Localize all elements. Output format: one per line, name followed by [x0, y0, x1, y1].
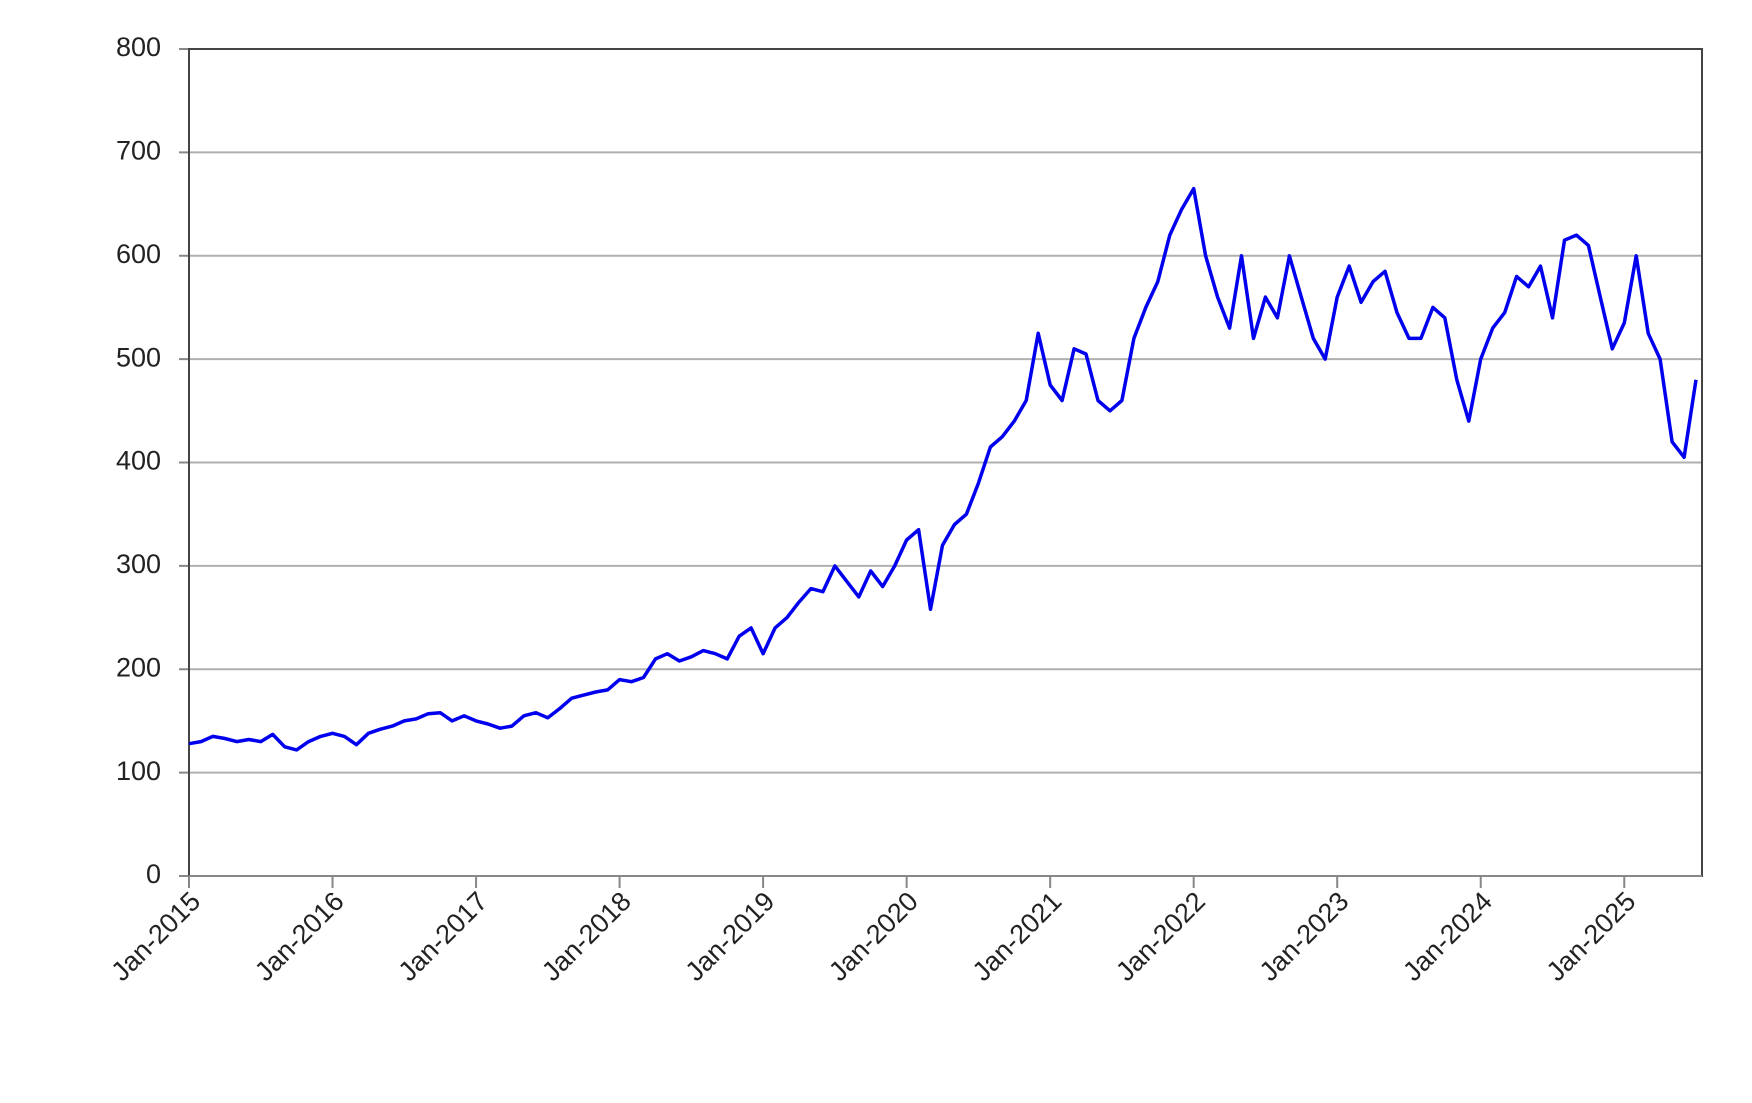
x-tick-label: Jan-2015 — [105, 886, 206, 987]
y-tick-label: 300 — [116, 549, 161, 579]
y-tick-label: 200 — [116, 652, 161, 682]
y-tick-label: 700 — [116, 136, 161, 166]
x-tick-label: Jan-2020 — [823, 886, 924, 987]
x-tick-label: Jan-2019 — [680, 886, 781, 987]
x-tick-label: Jan-2023 — [1254, 886, 1355, 987]
y-tick-label: 600 — [116, 239, 161, 269]
x-tick-label: Jan-2016 — [249, 886, 350, 987]
y-tick-label: 800 — [116, 32, 161, 62]
x-tick-label: Jan-2024 — [1397, 886, 1498, 987]
x-tick-label: Jan-2025 — [1541, 886, 1642, 987]
y-tick-label: 100 — [116, 756, 161, 786]
y-tick-label: 400 — [116, 446, 161, 476]
x-tick-label: Jan-2017 — [393, 886, 494, 987]
price-line — [188, 186, 1698, 752]
x-tick-label: Jan-2018 — [536, 886, 637, 987]
y-tick-label: 500 — [116, 342, 161, 372]
x-tick-label: Jan-2022 — [1110, 886, 1211, 987]
x-tick-label: Jan-2021 — [967, 886, 1068, 987]
y-tick-label: 0 — [146, 859, 161, 889]
